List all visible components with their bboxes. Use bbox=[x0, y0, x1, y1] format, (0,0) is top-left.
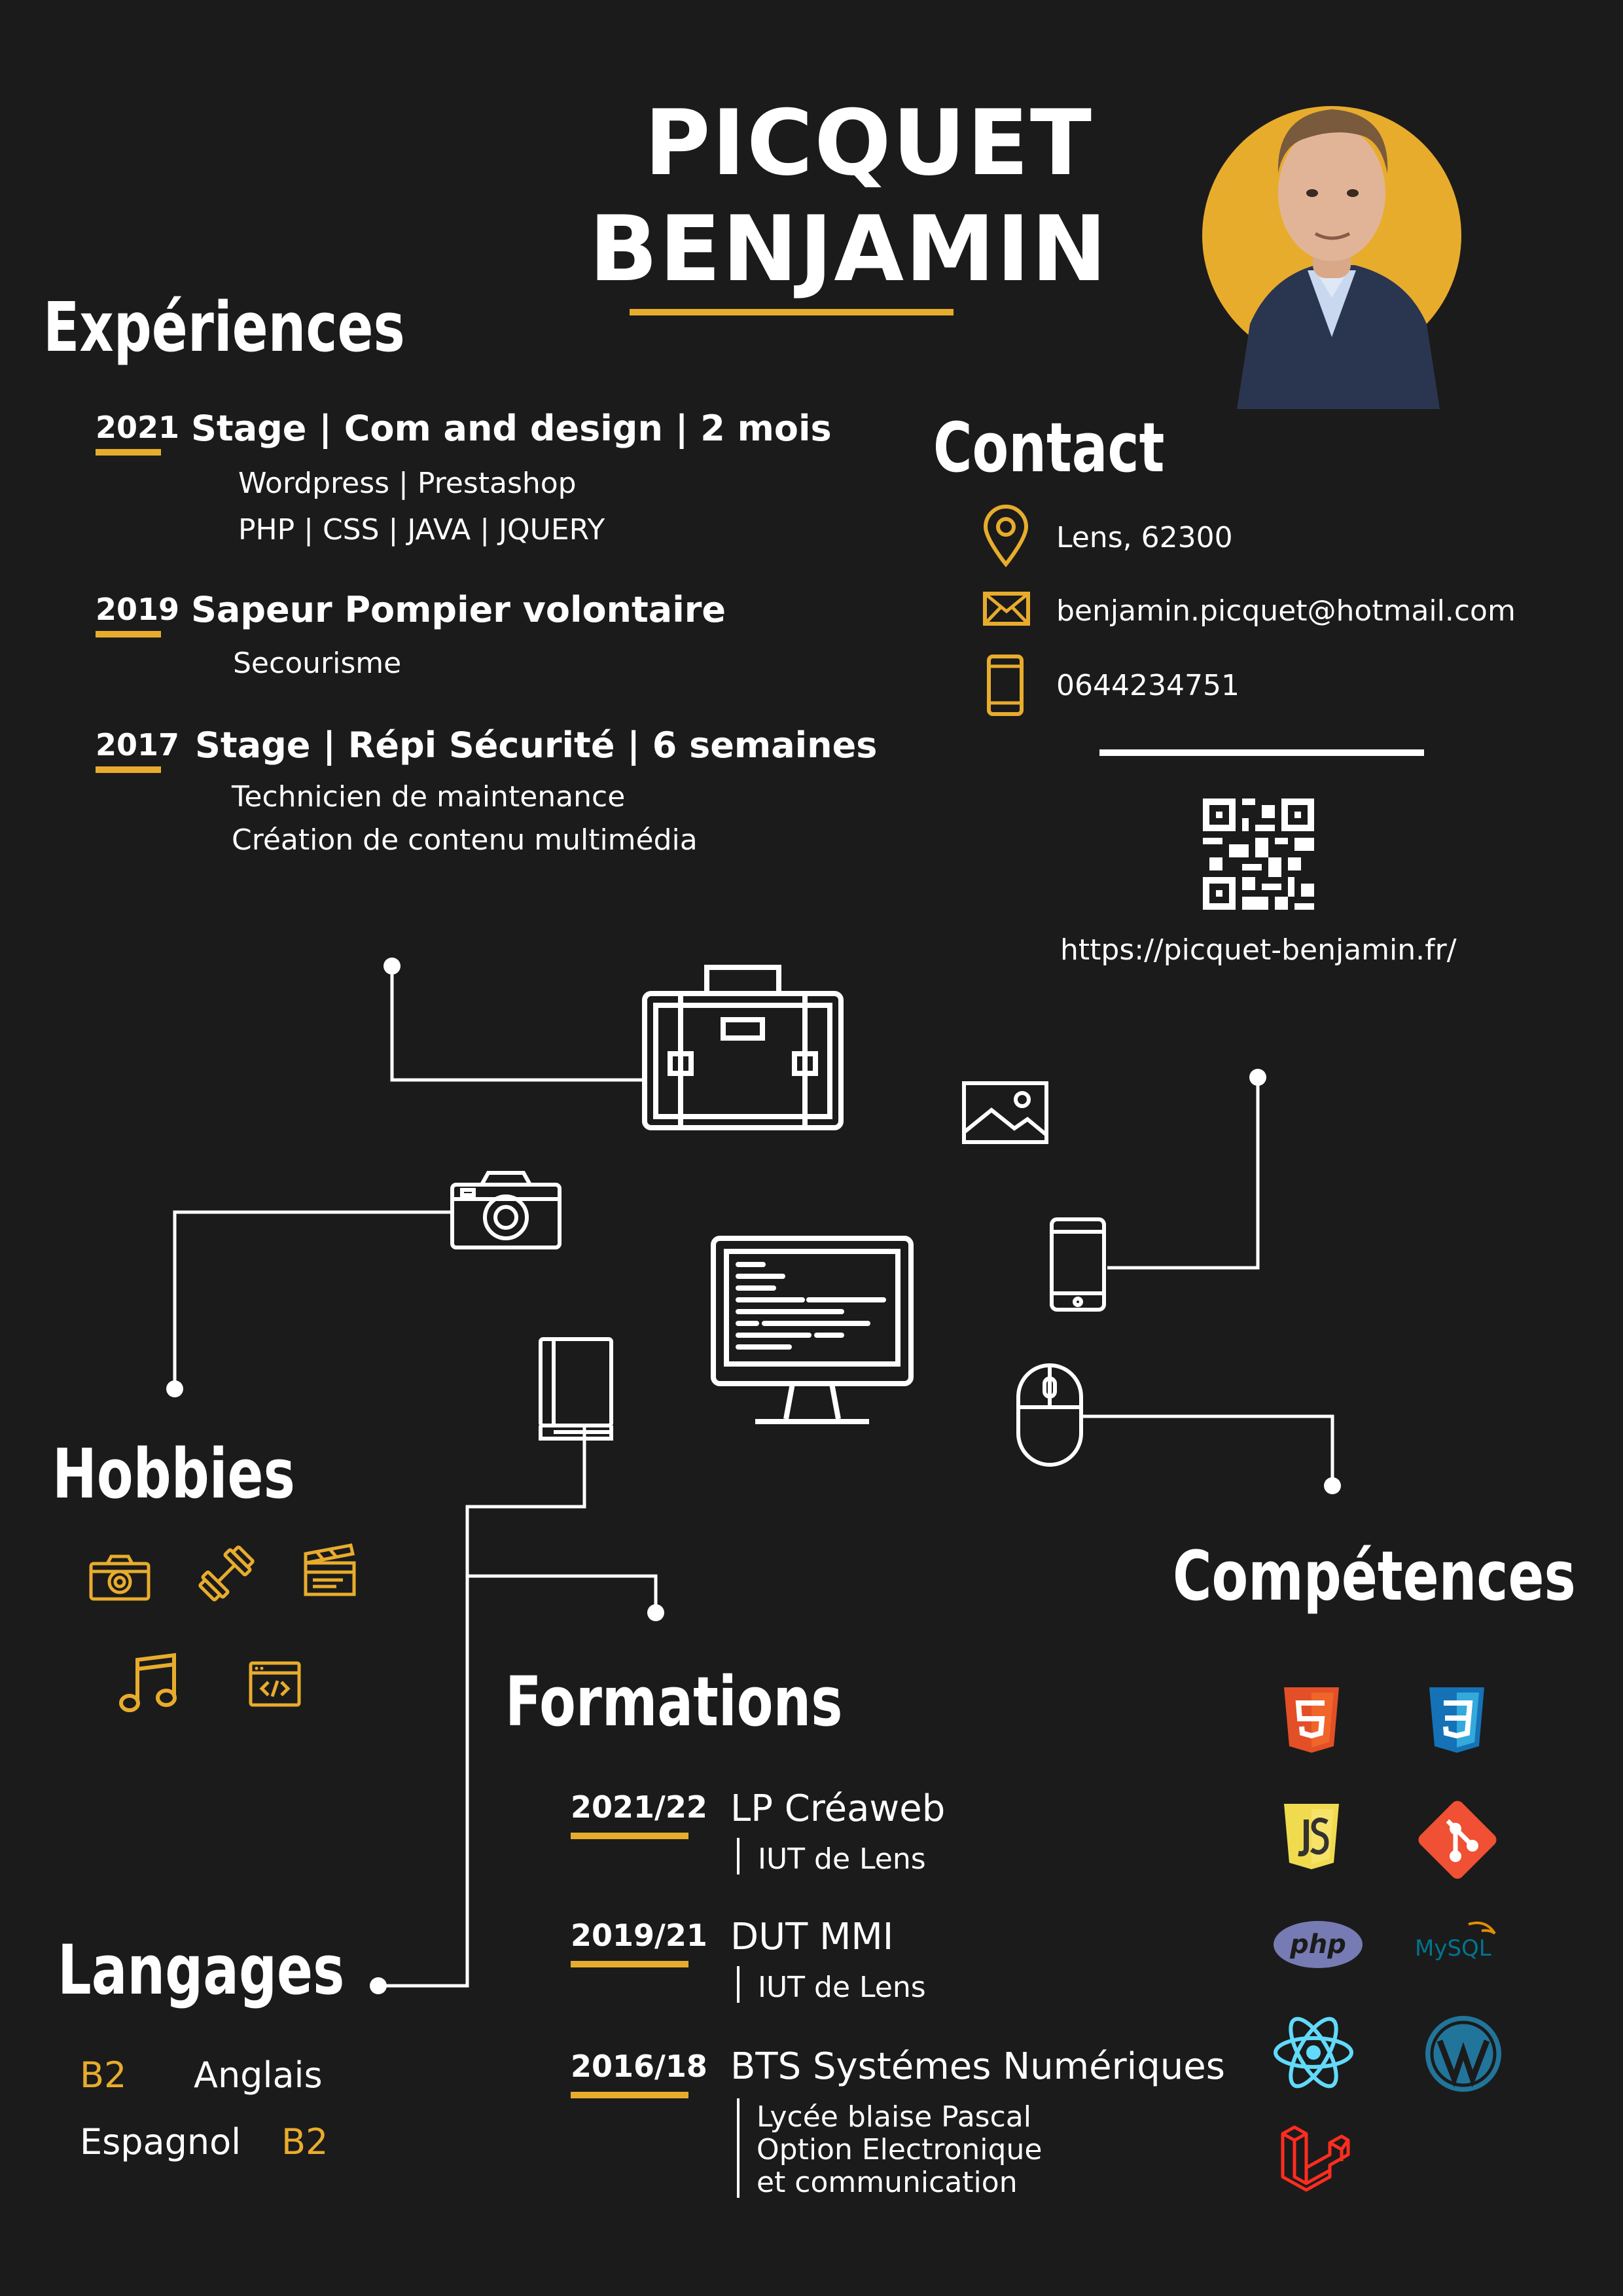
formation-item: 2021/22 bbox=[571, 1789, 707, 1839]
music-note-icon bbox=[119, 1653, 178, 1713]
contact-email[interactable]: benjamin.picquet@hotmail.com bbox=[1056, 594, 1516, 628]
camera-icon bbox=[89, 1554, 151, 1602]
formations-heading: Formations bbox=[505, 1662, 843, 1742]
clapperboard-icon bbox=[304, 1543, 356, 1597]
experiences-heading: Expériences bbox=[43, 287, 405, 367]
name-underline bbox=[630, 309, 954, 315]
contact-location: Lens, 62300 bbox=[1056, 521, 1233, 554]
experience-year: 2019 bbox=[96, 592, 180, 627]
year-underline bbox=[96, 449, 161, 456]
formation-title: BTS Systémes Numériques bbox=[730, 2045, 1225, 2088]
experience-detail: PHP | CSS | JAVA | JQUERY bbox=[238, 513, 605, 547]
language-level: B2 bbox=[281, 2121, 329, 2162]
contact-phone: 0644234751 bbox=[1056, 669, 1240, 702]
year-underline bbox=[96, 631, 161, 637]
dumbbell-icon bbox=[195, 1542, 258, 1605]
qr-code[interactable] bbox=[1203, 798, 1314, 910]
formation-title: LP Créaweb bbox=[730, 1787, 946, 1830]
experience-title: Stage | Répi Sécurité | 6 semaines bbox=[195, 725, 878, 766]
language-name: Espagnol bbox=[80, 2121, 241, 2162]
formation-years: 2019/21 bbox=[571, 1918, 707, 1953]
formation-item: 2016/18 bbox=[571, 2049, 707, 2098]
competences-heading: Compétences bbox=[1173, 1536, 1576, 1616]
mouse-icon bbox=[1016, 1363, 1084, 1467]
smartphone-icon bbox=[987, 655, 1024, 716]
experience-detail: Wordpress | Prestashop bbox=[238, 467, 577, 500]
experience-detail: Secourisme bbox=[233, 647, 402, 680]
year-underline bbox=[571, 1833, 688, 1839]
mysql-logo-text: MySQL bbox=[1415, 1935, 1491, 1962]
experience-detail: Technicien de maintenance bbox=[232, 780, 626, 814]
image-icon bbox=[962, 1081, 1048, 1144]
code-window-icon bbox=[249, 1661, 301, 1707]
php-icon: php bbox=[1272, 1919, 1364, 1970]
html5-icon bbox=[1281, 1686, 1342, 1754]
envelope-icon bbox=[983, 592, 1030, 626]
first-name: BENJAMIN bbox=[589, 196, 1109, 302]
css3-icon bbox=[1427, 1686, 1487, 1754]
contact-heading: Contact bbox=[933, 408, 1165, 488]
book-icon bbox=[538, 1336, 614, 1443]
briefcase-icon bbox=[641, 962, 844, 1134]
smartphone-icon bbox=[1050, 1217, 1106, 1312]
formation-divider bbox=[737, 1966, 740, 2003]
formation-school: IUT de Lens bbox=[758, 1842, 926, 1876]
profile-photo bbox=[1198, 62, 1479, 409]
contact-divider bbox=[1099, 749, 1424, 756]
last-name: PICQUET bbox=[644, 90, 1093, 196]
experience-year: 2017 bbox=[96, 727, 180, 762]
year-underline bbox=[571, 1961, 688, 1967]
experience-detail: Création de contenu multimédia bbox=[232, 823, 698, 857]
formation-years: 2016/18 bbox=[571, 2049, 707, 2084]
formation-item: 2019/21 bbox=[571, 1918, 707, 1967]
formation-divider bbox=[737, 2098, 740, 2198]
monitor-code-icon bbox=[711, 1236, 914, 1439]
experience-item: 2019 bbox=[96, 592, 180, 637]
formation-detail: et communication bbox=[757, 2166, 1018, 2199]
hobbies-heading: Hobbies bbox=[52, 1434, 295, 1514]
experience-item: 2017 bbox=[96, 727, 180, 773]
formation-title: DUT MMI bbox=[730, 1916, 894, 1958]
experience-item: 2021 bbox=[96, 410, 180, 456]
formation-school: IUT de Lens bbox=[758, 1971, 926, 2004]
formation-school: Lycée blaise Pascal bbox=[757, 2100, 1031, 2134]
camera-icon bbox=[450, 1170, 562, 1250]
react-icon bbox=[1271, 2012, 1356, 2093]
laravel-icon bbox=[1279, 2121, 1351, 2193]
javascript-icon bbox=[1281, 1803, 1342, 1871]
location-pin-icon bbox=[982, 505, 1030, 567]
language-level: B2 bbox=[80, 2054, 127, 2096]
git-icon bbox=[1415, 1797, 1500, 1882]
year-underline bbox=[96, 766, 161, 773]
formation-divider bbox=[737, 1838, 740, 1874]
formation-detail: Option Electronique bbox=[757, 2133, 1043, 2166]
year-underline bbox=[571, 2092, 688, 2098]
langages-heading: Langages bbox=[58, 1930, 345, 2010]
language-name: Anglais bbox=[194, 2054, 323, 2096]
website-link[interactable]: https://picquet-benjamin.fr/ bbox=[1060, 933, 1457, 967]
mysql-icon: MySQL bbox=[1412, 1916, 1504, 1969]
formation-years: 2021/22 bbox=[571, 1789, 707, 1825]
experience-title: Stage | Com and design | 2 mois bbox=[191, 408, 832, 449]
experience-year: 2021 bbox=[96, 410, 180, 445]
php-logo-text: php bbox=[1289, 1929, 1346, 1960]
wordpress-icon bbox=[1423, 2013, 1504, 2094]
experience-title: Sapeur Pompier volontaire bbox=[191, 589, 726, 630]
